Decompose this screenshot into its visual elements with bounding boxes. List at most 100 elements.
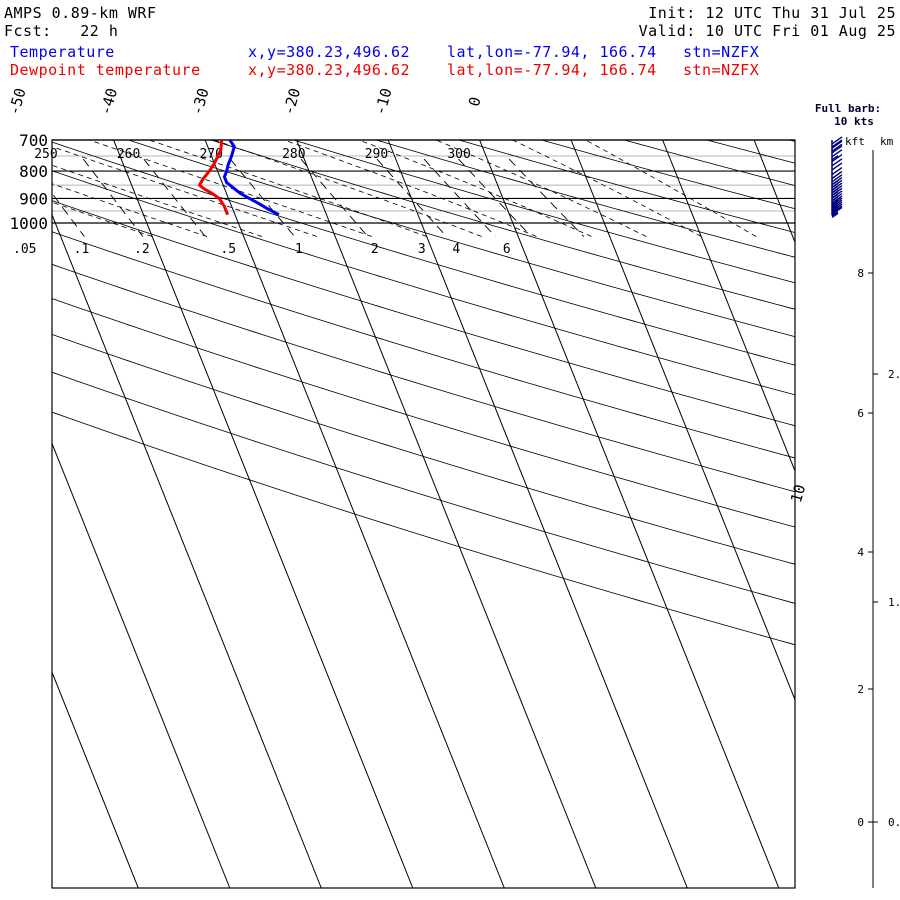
dry-adiabat-line (52, 170, 795, 396)
dry-adiabat-line (833, 130, 900, 898)
dry-adiabat-line (52, 298, 795, 528)
wind-barb (831, 158, 843, 167)
mixing-ratio-label: .05 (13, 242, 36, 257)
init-time: Init: 12 UTC Thu 31 Jul 25 (648, 4, 896, 22)
chart-frame (51, 139, 796, 889)
dry-adiabat-line (52, 141, 795, 366)
kft-tick-label: 2 (857, 683, 864, 696)
pressure-tick-label: 800 (19, 162, 48, 181)
pressure-tick-label: 900 (19, 189, 48, 208)
dry-adiabat-line (787, 140, 795, 142)
wind-barb-column (831, 136, 843, 219)
mixing-ratio-line (143, 158, 206, 237)
isotherm-tick-label: -40 (96, 86, 121, 117)
wind-barb (831, 149, 843, 161)
km-tick-label: 0. (888, 816, 900, 829)
mixing-ratio-label: 4 (452, 242, 460, 257)
mixing-ratio-line (300, 158, 369, 237)
barb-legend-line2: 10 kts (834, 115, 874, 128)
isotherm-line (479, 140, 780, 888)
isotherm-tick-label: -10 (371, 86, 396, 117)
kft-tick-label: 4 (857, 546, 864, 559)
wind-barb (831, 206, 843, 219)
mixing-ratio-label: .5 (220, 242, 236, 257)
dry-adiabat-line (127, 140, 795, 338)
isotherm-line (52, 213, 322, 888)
kft-axis-title: kft (845, 135, 865, 148)
mixing-ratio-label: 3 (418, 242, 426, 257)
isotherm-line (570, 140, 795, 702)
chart-grid (52, 130, 900, 898)
isotherm-line (52, 670, 139, 888)
mixing-ratio-label: 1 (295, 242, 303, 257)
mixing-ratio-label: 6 (503, 242, 511, 257)
dry-adiabat-line (540, 140, 795, 210)
mixing-ratio-line (376, 158, 447, 237)
barb-legend-line1: Full barb: (815, 102, 881, 115)
km-tick-label: 2. (888, 368, 900, 381)
dry-adiabat-label: 300 (447, 147, 470, 162)
mixing-ratio-line (508, 158, 585, 237)
moist-adiabat-line (435, 140, 647, 237)
moist-adiabat-line (511, 140, 702, 237)
isotherm-tick-label: -50 (5, 86, 30, 117)
isotherm-tick-label: 0 (465, 95, 485, 109)
dry-adiabat-label: 280 (282, 147, 305, 162)
dry-adiabat-label: 250 (34, 147, 57, 162)
dewpoint-profile (197, 140, 230, 216)
isotherm-tick-label: -20 (279, 86, 304, 117)
moist-adiabat-line (88, 140, 372, 237)
wind-barb (831, 136, 843, 148)
wind-barb (831, 162, 843, 171)
legend-dewpoint-xy: x,y=380.23,496.62 (248, 61, 411, 79)
dry-adiabat-label: 290 (365, 147, 388, 162)
wind-barb (831, 153, 843, 163)
valid-time: Valid: 10 UTC Fri 01 Aug 25 (638, 22, 896, 40)
wind-barb (831, 145, 843, 154)
dry-adiabat-line (52, 371, 795, 604)
dry-adiabat-line (52, 333, 795, 565)
moist-adiabat-line (283, 140, 537, 237)
isotherm-line (296, 140, 597, 888)
mixing-ratio-line (423, 158, 496, 237)
chart-labels: 7008009001000-70-60-50-40-30-20-10010220… (5, 86, 881, 505)
height-axis: kft km 0 2 4 6 8 0. 1. 2. (845, 135, 900, 888)
pressure-tick-label: 1000 (9, 214, 48, 233)
chart-series (197, 140, 280, 217)
model-title: AMPS 0.89-km WRF (4, 4, 157, 22)
kft-tick-label: 6 (857, 407, 864, 420)
legend-temperature-xy: x,y=380.23,496.62 (248, 43, 411, 61)
dry-adiabat-line (209, 140, 795, 310)
isotherm-line (52, 442, 231, 888)
km-axis-title: km (880, 135, 894, 148)
moist-adiabat-line (148, 140, 427, 237)
moist-adiabat-line (357, 140, 592, 237)
pressure-tick-label: 700 (19, 131, 48, 150)
mixing-ratio-line (82, 158, 144, 237)
isotherm-line (662, 140, 795, 473)
mixing-ratio-label: 2 (371, 242, 379, 257)
temperature-profile (222, 140, 280, 217)
dry-adiabat-line (52, 231, 795, 459)
km-tick-label: 1. (888, 596, 900, 609)
forecast-hour: Fcst: 22 h (4, 22, 119, 40)
wind-barb (831, 170, 843, 180)
dry-adiabat-label: 260 (117, 147, 140, 162)
legend-temperature-station: stn=NZFX (683, 43, 760, 61)
isotherm-line (113, 140, 414, 888)
dry-adiabat-line (292, 140, 795, 284)
kft-tick-label: 0 (857, 816, 864, 829)
wind-barb (831, 166, 843, 176)
moist-adiabat-line (52, 146, 318, 237)
mixing-ratio-line (229, 158, 295, 237)
kft-tick-label: 8 (857, 267, 864, 280)
moist-adiabat-line (212, 140, 482, 237)
isotherm-tick-label: 10 (787, 482, 809, 504)
mixing-ratio-label: .1 (74, 242, 90, 257)
moist-adiabat-line (52, 183, 208, 237)
legend-dewpoint-latlon: lat,lon=-77.94, 166.74 (447, 61, 657, 79)
dry-adiabat-line (457, 140, 795, 234)
mixing-ratio-line (52, 192, 85, 237)
moist-adiabat-line (584, 140, 757, 237)
legend-dewpoint-label: Dewpoint temperature (10, 61, 201, 79)
